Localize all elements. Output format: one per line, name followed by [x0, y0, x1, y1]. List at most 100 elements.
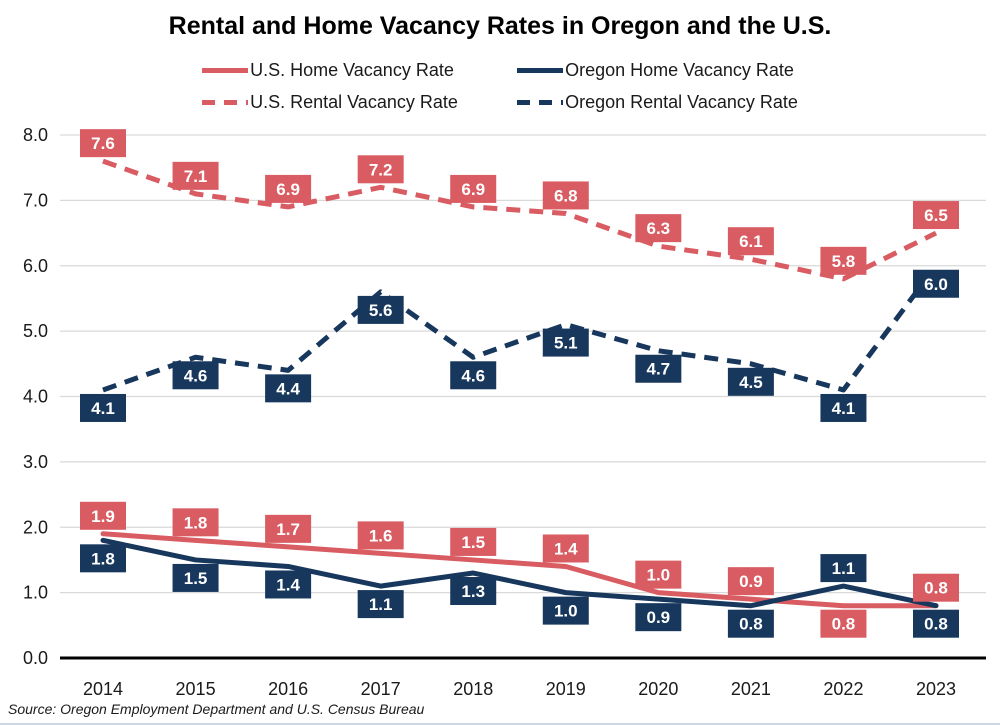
- data-label-value: 4.1: [832, 399, 856, 418]
- series-line-oregon-rental-vacancy-rate: [102, 264, 939, 393]
- data-label-value: 4.5: [739, 373, 763, 392]
- x-tick-label: 2020: [638, 679, 678, 699]
- data-label-value: 7.2: [369, 160, 393, 179]
- data-label-box: [820, 393, 867, 422]
- y-tick-label: 5.0: [23, 321, 48, 341]
- data-label-value: 1.6: [369, 526, 393, 545]
- bottom-edge-line: [0, 723, 1000, 725]
- data-label-value: 6.1: [739, 232, 763, 251]
- series-line-u-s-rental-vacancy-rate: [102, 158, 938, 282]
- y-tick-label: 4.0: [23, 387, 48, 407]
- data-label-box: [265, 570, 312, 599]
- y-tick-label: 8.0: [23, 125, 48, 145]
- data-label-box: [727, 367, 774, 396]
- data-label-value: 1.7: [276, 520, 300, 539]
- legend-item-oregon-home: Oregon Home Vacancy Rate: [517, 58, 798, 83]
- data-label-value: 6.0: [924, 275, 948, 294]
- data-label-value: 5.1: [554, 334, 578, 353]
- data-label-box: [357, 155, 404, 184]
- legend-item-oregon-rental: Oregon Rental Vacancy Rate: [517, 90, 798, 115]
- data-label-value: 1.0: [554, 602, 578, 621]
- data-label-box: [542, 596, 589, 625]
- data-label-value: 1.4: [554, 539, 578, 558]
- data-label-value: 1.3: [461, 582, 485, 601]
- data-label-box: [913, 573, 959, 602]
- data-label-value: 4.4: [276, 379, 300, 398]
- data-label-box: [357, 590, 404, 619]
- data-label-value: 7.1: [184, 167, 208, 186]
- data-label-box: [913, 609, 959, 638]
- data-label-value: 1.4: [276, 575, 300, 594]
- data-label-box: [727, 609, 774, 638]
- chart-title: Rental and Home Vacancy Rates in Oregon …: [168, 12, 832, 40]
- data-label-box: [80, 501, 126, 530]
- x-tick-label: 2014: [83, 679, 123, 699]
- data-label-value: 0.9: [647, 608, 671, 627]
- data-label-value: 1.8: [184, 513, 208, 532]
- data-label-box: [542, 181, 589, 210]
- data-label-box: [172, 361, 219, 390]
- data-label-box: [450, 174, 497, 203]
- data-label-value: 4.1: [91, 399, 115, 418]
- data-label-box: [727, 567, 774, 596]
- data-label-value: 0.8: [924, 579, 948, 598]
- data-label-value: 6.3: [647, 219, 671, 238]
- legend-marker-us-home: [202, 68, 249, 73]
- legend-marker-oregon-home: [517, 68, 564, 73]
- data-label-box: [542, 534, 589, 563]
- x-tick-label: 2018: [453, 679, 493, 699]
- data-label-box: [80, 393, 126, 422]
- data-label-box: [172, 508, 219, 537]
- data-label-box: [450, 577, 497, 606]
- data-label-box: [265, 514, 312, 543]
- legend-label-us-rental: U.S. Rental Vacancy Rate: [250, 92, 458, 112]
- data-label-value: 0.8: [832, 615, 856, 634]
- source-note: Source: Oregon Employment Department and…: [8, 701, 425, 717]
- data-label-value: 0.8: [924, 615, 948, 634]
- legend-label-oregon-rental: Oregon Rental Vacancy Rate: [565, 92, 798, 112]
- chart-legend: U.S. Home Vacancy Rate Oregon Home Vacan…: [0, 58, 1000, 115]
- y-tick-label: 7.0: [23, 190, 48, 210]
- data-label-value: 0.8: [739, 615, 763, 634]
- data-label-box: [635, 603, 682, 632]
- data-label-box: [542, 328, 589, 357]
- legend-marker-us-rental: [202, 100, 249, 105]
- data-label-value: 6.8: [554, 186, 578, 205]
- x-tick-label: 2017: [361, 679, 401, 699]
- data-label-value: 6.9: [276, 180, 300, 199]
- data-label-box: [172, 563, 219, 592]
- data-label-value: 6.5: [924, 206, 948, 225]
- data-label-box: [80, 544, 126, 573]
- data-label-value: 6.9: [461, 180, 485, 199]
- data-label-box: [820, 246, 867, 275]
- data-label-box: [450, 361, 497, 390]
- data-label-box: [635, 354, 682, 383]
- x-tick-label: 2022: [823, 679, 863, 699]
- x-tick-label: 2016: [268, 679, 308, 699]
- data-label-box: [820, 609, 867, 638]
- data-label-box: [635, 214, 682, 243]
- data-label-value: 1.9: [91, 507, 115, 526]
- data-label-box: [357, 295, 404, 324]
- x-tick-label: 2023: [916, 679, 956, 699]
- data-label-box: [357, 521, 404, 550]
- y-tick-label: 1.0: [23, 583, 48, 603]
- data-label-value: 1.1: [832, 559, 856, 578]
- data-label-value: 1.8: [91, 549, 115, 568]
- data-label-box: [913, 269, 959, 298]
- x-tick-label: 2019: [546, 679, 586, 699]
- legend-item-us-rental: U.S. Rental Vacancy Rate: [202, 90, 517, 115]
- y-tick-label: 2.0: [23, 517, 48, 537]
- data-label-value: 5.8: [832, 252, 856, 271]
- x-tick-label: 2021: [731, 679, 771, 699]
- data-label-value: 4.6: [461, 366, 485, 385]
- legend-label-oregon-home: Oregon Home Vacancy Rate: [565, 60, 794, 80]
- data-label-value: 0.9: [739, 572, 763, 591]
- x-tick-label: 2015: [176, 679, 216, 699]
- data-label-box: [172, 161, 219, 190]
- data-label-value: 4.6: [184, 366, 208, 385]
- series-line-oregon-home-vacancy-rate: [100, 537, 939, 609]
